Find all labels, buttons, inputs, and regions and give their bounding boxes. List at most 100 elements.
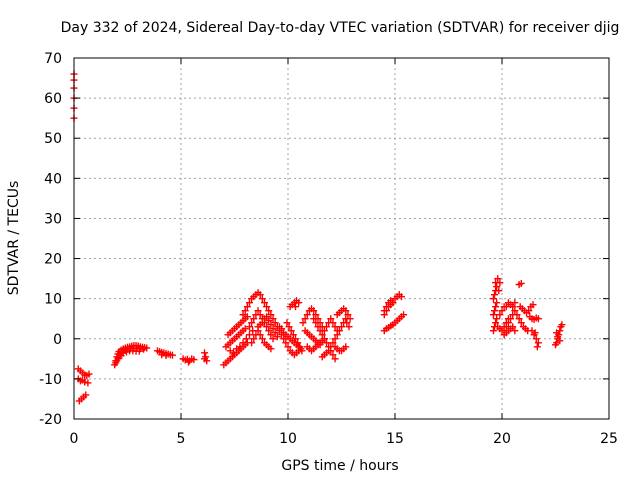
- axis-ticks: [73, 57, 610, 420]
- data-point: [122, 348, 130, 356]
- data-point: [491, 307, 499, 315]
- data-point: [525, 307, 533, 315]
- y-tick-label: 60: [44, 91, 62, 107]
- data-point: [556, 337, 564, 345]
- y-tick-label: 50: [44, 131, 62, 147]
- data-point: [517, 319, 525, 327]
- y-tick-label: 40: [44, 171, 62, 187]
- data-point: [284, 343, 292, 351]
- data-point: [271, 319, 279, 327]
- data-point: [533, 343, 541, 351]
- data-point: [511, 299, 519, 307]
- data-point: [81, 378, 89, 386]
- data-point: [331, 323, 339, 331]
- data-point: [312, 311, 320, 319]
- data-point: [242, 335, 250, 343]
- data-point: [320, 335, 328, 343]
- data-point: [534, 339, 542, 347]
- data-point: [310, 307, 318, 315]
- y-axis-tick-labels: -20 -10 0 10 20 30 40 50 60 70: [39, 51, 62, 428]
- data-point: [201, 349, 209, 357]
- data-point: [267, 331, 275, 339]
- data-point: [162, 352, 170, 360]
- data-point: [271, 329, 279, 337]
- data-point: [489, 311, 497, 319]
- data-point: [258, 319, 266, 327]
- data-point: [289, 331, 297, 339]
- data-point: [511, 307, 519, 315]
- data-point: [265, 307, 273, 315]
- data-point: [389, 299, 397, 307]
- data-point: [504, 319, 512, 327]
- data-point: [256, 311, 264, 319]
- data-point: [318, 331, 326, 339]
- data-point: [278, 325, 286, 333]
- data-point: [496, 311, 504, 319]
- data-point: [269, 335, 277, 343]
- data-point: [256, 331, 264, 339]
- data-point: [346, 315, 354, 323]
- data-point: [532, 335, 540, 343]
- data-point: [327, 315, 335, 323]
- y-axis-label: SDTVAR / TECUs: [6, 181, 22, 296]
- data-point: [345, 323, 353, 331]
- data-point: [331, 355, 339, 363]
- data-point: [250, 335, 258, 343]
- data-point: [301, 315, 309, 323]
- y-tick-label: 0: [53, 332, 62, 348]
- data-point: [534, 315, 542, 323]
- data-point: [382, 303, 390, 311]
- data-point: [248, 319, 256, 327]
- data-point: [507, 315, 515, 323]
- data-point: [323, 323, 331, 331]
- data-point: [493, 283, 501, 291]
- data-point: [291, 335, 299, 343]
- data-point: [248, 339, 256, 347]
- data-point: [513, 311, 521, 319]
- data-point: [314, 323, 322, 331]
- data-point: [496, 279, 504, 287]
- data-point: [323, 339, 331, 347]
- data-point: [529, 301, 537, 309]
- data-point: [338, 323, 345, 331]
- data-point: [168, 351, 176, 359]
- data-point: [280, 335, 288, 343]
- data-point: [329, 319, 337, 327]
- data-point: [243, 313, 251, 321]
- data-point: [498, 327, 506, 335]
- data-point: [258, 335, 266, 343]
- data-point: [184, 358, 192, 366]
- data-point: [329, 339, 337, 347]
- data-point: [558, 321, 566, 329]
- data-point: [267, 345, 275, 353]
- data-points: [70, 70, 566, 405]
- data-point: [269, 325, 277, 333]
- x-tick-label: 20: [493, 431, 511, 447]
- data-point: [245, 331, 253, 339]
- data-point: [492, 303, 500, 311]
- data-point: [342, 343, 350, 351]
- data-point: [320, 327, 328, 335]
- data-point: [489, 327, 497, 335]
- data-point: [495, 287, 503, 295]
- data-point: [239, 311, 247, 319]
- data-point: [553, 329, 561, 337]
- data-point: [239, 339, 247, 347]
- data-point: [282, 339, 290, 347]
- x-axis-tick-labels: 0 5 10 15 20 25: [70, 431, 618, 447]
- data-point: [511, 327, 519, 335]
- data-point: [295, 299, 303, 307]
- data-point: [502, 303, 510, 311]
- data-point: [143, 344, 151, 352]
- data-point: [329, 351, 337, 359]
- data-point: [291, 303, 299, 311]
- data-point: [285, 323, 293, 331]
- data-point: [273, 333, 281, 341]
- data-point: [236, 343, 244, 351]
- data-point: [243, 303, 251, 311]
- data-point: [294, 339, 302, 347]
- data-point: [267, 321, 275, 329]
- data-point: [229, 349, 237, 357]
- data-point: [297, 345, 305, 353]
